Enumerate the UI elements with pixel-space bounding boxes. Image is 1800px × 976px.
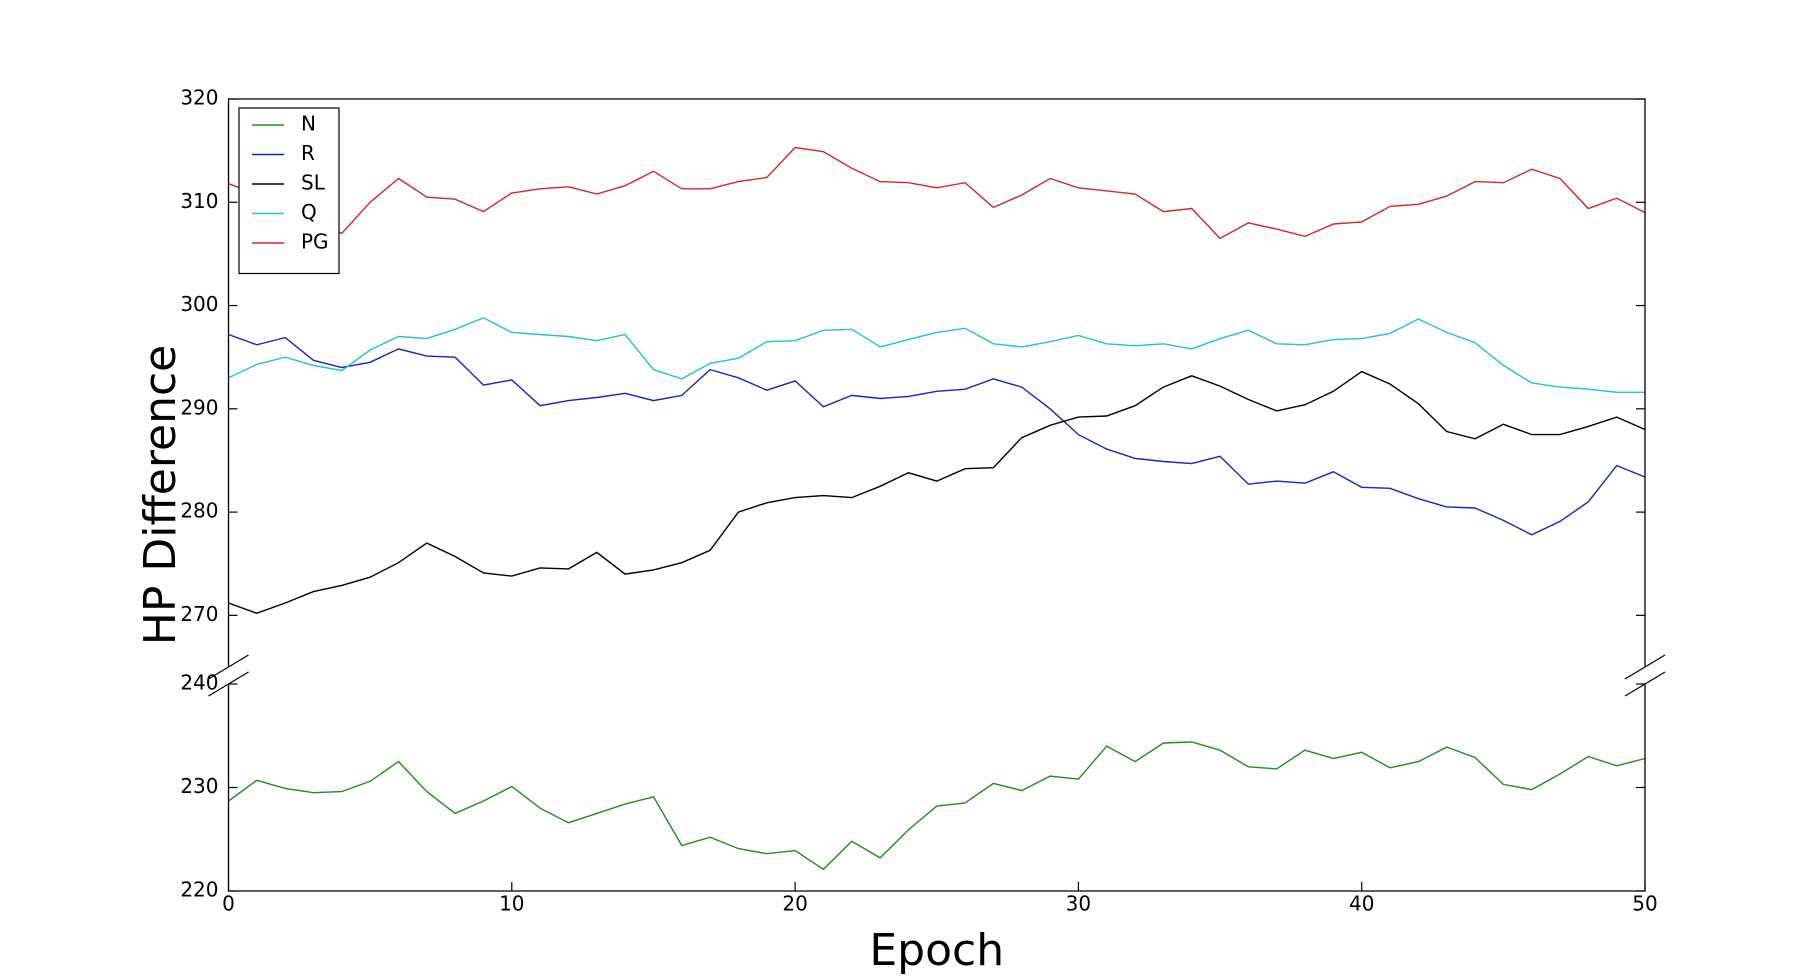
series-line — [228, 741, 1646, 871]
x-tick-label: 50 — [1632, 892, 1657, 916]
x-axis-title: Epoch — [869, 925, 1004, 976]
legend-label: N — [301, 112, 316, 136]
y-tick-label: 230 — [180, 774, 218, 798]
legend-label: PG — [301, 230, 329, 254]
axis-break — [1624, 671, 1666, 697]
legend-label: R — [301, 141, 315, 165]
y-tick-label: 280 — [180, 499, 218, 523]
series-line — [228, 333, 1646, 536]
y-tick-label: 300 — [180, 292, 218, 316]
series-line — [228, 370, 1646, 615]
axis-break — [208, 654, 249, 680]
x-tick-label: 40 — [1349, 892, 1374, 916]
y-tick-label: 290 — [180, 395, 218, 419]
legend-label: SL — [301, 171, 326, 195]
y-axis-title: HP Difference — [135, 345, 186, 645]
x-tick-label: 10 — [499, 892, 524, 916]
x-tick-label: 0 — [222, 892, 235, 916]
axis-spine — [227, 684, 1646, 892]
legend-box — [238, 107, 340, 275]
axis-break — [208, 671, 249, 697]
y-tick-label: 240 — [180, 671, 218, 695]
y-tick-label: 320 — [180, 86, 218, 110]
x-tick-label: 20 — [782, 892, 807, 916]
axis-break — [1624, 654, 1666, 680]
y-tick-label: 220 — [180, 878, 218, 902]
series-line — [228, 146, 1646, 240]
y-tick-label: 270 — [180, 602, 218, 626]
x-tick-label: 30 — [1066, 892, 1091, 916]
series-line — [228, 317, 1645, 393]
y-tick-label: 310 — [180, 189, 218, 213]
legend-label: Q — [301, 200, 317, 224]
axis-spine — [227, 98, 1646, 667]
